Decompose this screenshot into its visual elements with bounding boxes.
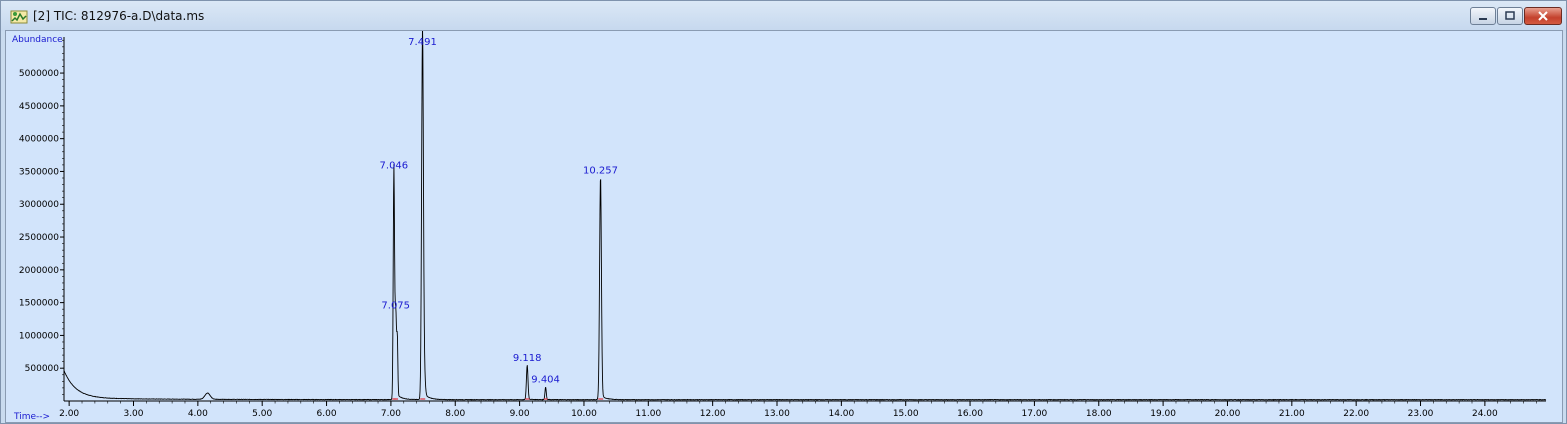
tic-trace bbox=[63, 31, 1547, 401]
y-tick-label: 1500000 bbox=[19, 299, 59, 309]
x-tick-label: 6.00 bbox=[317, 409, 337, 419]
peak-label: 7.491 bbox=[408, 37, 437, 48]
peak-label: 10.257 bbox=[583, 165, 618, 176]
x-tick-label: 22.00 bbox=[1343, 409, 1369, 419]
tic-chromatogram-chart: Abundance Time--> 500000 1000000 1500000 2000… bbox=[12, 31, 1547, 422]
minimize-button[interactable] bbox=[1470, 7, 1496, 25]
y-tick-label: 3000000 bbox=[19, 200, 59, 210]
minimize-icon bbox=[1479, 18, 1487, 20]
x-tick-label: 18.00 bbox=[1086, 409, 1112, 419]
x-tick-label: 4.00 bbox=[188, 409, 208, 419]
y-tick-label: 1000000 bbox=[19, 331, 59, 341]
y-tick-label: 500000 bbox=[25, 364, 60, 374]
x-tick-label: 20.00 bbox=[1215, 409, 1241, 419]
y-axis-label: Abundance bbox=[12, 35, 63, 45]
x-tick-label: 8.00 bbox=[445, 409, 465, 419]
x-tick-label: 15.00 bbox=[893, 409, 919, 419]
y-tick-label: 2500000 bbox=[19, 233, 59, 243]
title-bar[interactable]: [2] TIC: 812976-a.D\data.ms bbox=[1, 1, 1566, 31]
plot-area[interactable]: Abundance Time--> 500000 1000000 1500000 2000… bbox=[5, 30, 1563, 423]
x-tick-label: 23.00 bbox=[1408, 409, 1434, 419]
peak-label: 7.075 bbox=[381, 300, 410, 311]
x-tick-label: 2.00 bbox=[59, 409, 79, 419]
window-title: [2] TIC: 812976-a.D\data.ms bbox=[33, 9, 205, 23]
x-tick-label: 3.00 bbox=[123, 409, 143, 419]
x-tick-label: 24.00 bbox=[1472, 409, 1498, 419]
x-tick-label: 17.00 bbox=[1022, 409, 1048, 419]
maximize-icon bbox=[1505, 11, 1515, 20]
maximize-button[interactable] bbox=[1497, 7, 1523, 25]
y-tick-label: 4000000 bbox=[19, 135, 59, 145]
peak-label: 9.118 bbox=[513, 353, 542, 364]
x-axis-label: Time--> bbox=[13, 412, 50, 422]
peak-label: 7.046 bbox=[380, 161, 409, 172]
x-tick-label: 13.00 bbox=[764, 409, 790, 419]
x-tick-label: 10.00 bbox=[571, 409, 597, 419]
y-tick-label: 5000000 bbox=[19, 69, 59, 79]
y-tick-label: 4500000 bbox=[19, 102, 59, 112]
close-icon bbox=[1538, 11, 1548, 21]
y-tick-label: 2000000 bbox=[19, 266, 59, 276]
close-button[interactable] bbox=[1524, 7, 1562, 25]
x-tick-label: 12.00 bbox=[700, 409, 726, 419]
x-tick-label: 21.00 bbox=[1279, 409, 1305, 419]
x-tick-label: 19.00 bbox=[1150, 409, 1176, 419]
chromatogram-app-icon bbox=[10, 10, 28, 24]
peak-label: 9.404 bbox=[531, 375, 560, 386]
x-tick-label: 5.00 bbox=[252, 409, 272, 419]
x-tick-label: 9.00 bbox=[510, 409, 530, 419]
x-tick-label: 7.00 bbox=[381, 409, 401, 419]
x-tick-label: 16.00 bbox=[957, 409, 983, 419]
x-tick-label: 11.00 bbox=[635, 409, 661, 419]
x-tick-label: 14.00 bbox=[828, 409, 854, 419]
y-tick-label: 3500000 bbox=[19, 167, 59, 177]
